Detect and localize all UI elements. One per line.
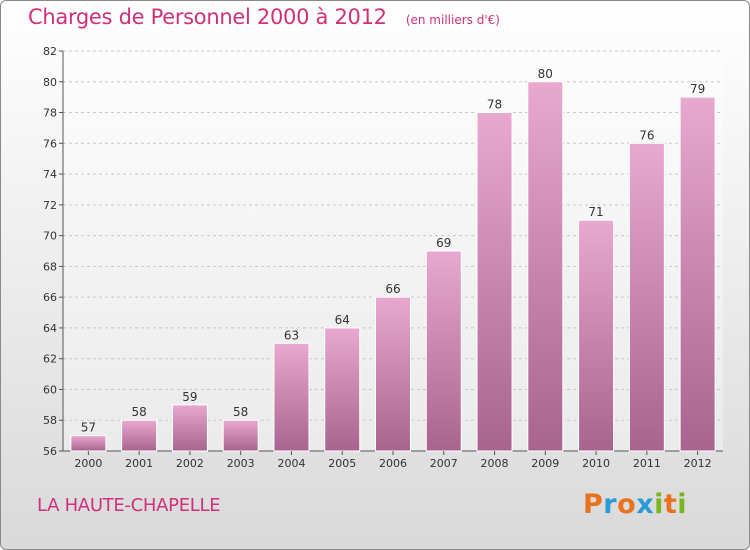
y-tick-label: 76 — [43, 137, 57, 150]
x-tick-label: 2001 — [125, 457, 153, 470]
data-label: 58 — [132, 405, 147, 419]
y-tick-label: 64 — [43, 322, 57, 335]
bar — [70, 435, 107, 452]
x-tick-label: 2002 — [176, 457, 204, 470]
data-label: 76 — [639, 128, 654, 142]
data-label: 79 — [690, 82, 705, 96]
y-tick-label: 78 — [43, 107, 57, 120]
x-tick-label: 2012 — [684, 457, 712, 470]
logo-letter: r — [603, 489, 618, 520]
logo-letter: i — [654, 489, 664, 520]
x-tick-label: 2008 — [481, 457, 509, 470]
bar — [527, 81, 564, 452]
bar — [578, 219, 615, 452]
chart-title: Charges de Personnel 2000 à 2012 — [28, 5, 387, 29]
data-label: 71 — [588, 205, 603, 219]
bar — [324, 327, 361, 452]
y-tick-label: 82 — [43, 45, 57, 58]
bar — [628, 142, 665, 452]
x-tick-label: 2004 — [277, 457, 305, 470]
chart-subtitle: (en milliers d'€) — [405, 13, 500, 27]
data-label: 57 — [81, 421, 96, 435]
y-tick-label: 72 — [43, 199, 57, 212]
logo-letter: t — [663, 489, 678, 520]
y-tick-label: 58 — [43, 414, 57, 427]
logo-letter: o — [617, 489, 637, 520]
proxiti-logo: Proxiti — [583, 489, 687, 520]
bar — [425, 250, 462, 452]
x-tick-label: 2009 — [531, 457, 559, 470]
data-label: 58 — [233, 405, 248, 419]
y-tick-label: 66 — [43, 291, 57, 304]
x-tick-label: 2003 — [227, 457, 255, 470]
y-tick-label: 70 — [43, 230, 57, 243]
y-tick-label: 74 — [43, 168, 57, 181]
chart-header: Charges de Personnel 2000 à 2012 (en mil… — [28, 5, 500, 29]
data-label: 63 — [284, 328, 299, 342]
data-label: 80 — [538, 67, 553, 81]
bar — [679, 96, 716, 452]
bar — [476, 112, 513, 452]
data-label: 78 — [487, 98, 502, 112]
x-tick-label: 2000 — [74, 457, 102, 470]
logo-letter: P — [583, 489, 604, 520]
bar — [171, 404, 208, 452]
y-tick-label: 60 — [43, 383, 57, 396]
data-label: 66 — [385, 282, 400, 296]
x-tick-label: 2011 — [633, 457, 661, 470]
y-tick-label: 56 — [43, 445, 57, 458]
y-tick-label: 80 — [43, 76, 57, 89]
bar — [273, 342, 310, 452]
bar — [222, 419, 259, 452]
x-tick-label: 2006 — [379, 457, 407, 470]
x-tick-label: 2007 — [430, 457, 458, 470]
data-label: 64 — [335, 313, 350, 327]
logo-letter: x — [636, 489, 655, 520]
bar — [375, 296, 411, 452]
data-label: 59 — [182, 390, 197, 404]
logo-letter: i — [677, 489, 688, 520]
y-tick-label: 68 — [43, 260, 57, 273]
location-label: LA HAUTE-CHAPELLE — [37, 495, 221, 516]
bar — [121, 419, 158, 452]
x-tick-label: 2010 — [582, 457, 610, 470]
y-tick-label: 62 — [43, 353, 57, 366]
x-tick-label: 2005 — [328, 457, 356, 470]
data-label: 69 — [436, 236, 451, 250]
